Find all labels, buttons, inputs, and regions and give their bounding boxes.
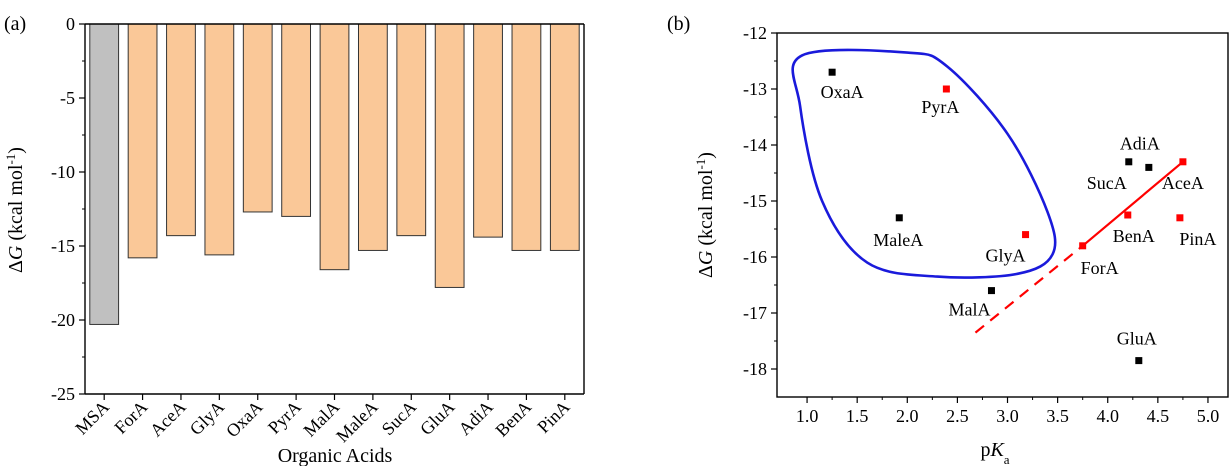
x-tick-label: SucA	[378, 397, 420, 439]
bar-suca	[396, 23, 427, 237]
y-tick-label: -10	[51, 162, 75, 182]
y-tick-label: -20	[51, 310, 75, 330]
point-suca	[1125, 158, 1133, 166]
x-tick-label: 3.0	[996, 406, 1019, 426]
point-label-adia: AdiA	[1120, 133, 1160, 153]
panel-b-y-axis-title: ΔG (kcal mol-1)	[693, 152, 718, 278]
y-tick-label: -14	[743, 135, 767, 155]
x-tick-label: AdiA	[454, 397, 496, 439]
panel-a-y-axis-title: ΔG (kcal mol-1)	[3, 147, 28, 273]
y-tick-label: -12	[743, 23, 767, 43]
point-label-suca: SucA	[1087, 173, 1127, 193]
bar-malea	[357, 23, 388, 251]
y-tick-label: -16	[743, 247, 767, 267]
y-tick-label: -17	[743, 303, 767, 323]
point-mala	[987, 287, 995, 295]
x-tick-label: ForA	[110, 397, 151, 438]
point-label-glya: GlyA	[986, 246, 1026, 266]
panel-b-fit-line-solid	[1081, 160, 1184, 247]
panel-b-scatter-chart: (b) -12 -13 -14 -15 -16 -17 -18 1.0 1.5 2.0 2.5 3.…	[667, 13, 1229, 466]
x-tick-label: 1.5	[846, 406, 869, 426]
y-tick-label: -25	[51, 384, 75, 404]
x-tick-label: 4.5	[1147, 406, 1170, 426]
x-tick-label: BenA	[491, 397, 535, 441]
point-label-oxaa: OxaA	[821, 82, 864, 102]
bar-adia	[473, 23, 503, 238]
point-label-pina: PinA	[1179, 229, 1216, 249]
point-label-pyra: PyrA	[921, 97, 959, 117]
panel-b-plot-frame	[776, 32, 1229, 398]
bar-bena	[511, 23, 542, 251]
x-tick-label: 1.0	[796, 406, 819, 426]
point-acea	[1179, 158, 1187, 166]
point-label-fora: ForA	[1081, 258, 1119, 278]
point-label-acea: AceA	[1162, 173, 1204, 193]
x-tick-label: 2.0	[896, 406, 919, 426]
point-pyra	[942, 85, 950, 93]
bar-fora	[127, 23, 158, 259]
point-glua	[1135, 357, 1143, 365]
bar-glya	[204, 23, 235, 256]
x-tick-label: MaleA	[332, 397, 381, 446]
x-tick-label: OxaA	[222, 397, 267, 442]
x-tick-label: 5.0	[1197, 406, 1220, 426]
x-tick-label: 3.5	[1046, 406, 1069, 426]
point-adia	[1145, 163, 1153, 171]
y-tick-label: -13	[743, 79, 767, 99]
y-tick-label: -5	[60, 88, 75, 108]
bar-oxaa	[242, 23, 273, 213]
bar-pyra	[281, 23, 312, 217]
point-malea	[895, 214, 903, 222]
x-tick-label: PinA	[533, 397, 573, 437]
point-label-glua: GluA	[1117, 329, 1157, 349]
x-tick-label: PyrA	[264, 397, 305, 438]
point-fora	[1079, 242, 1087, 250]
x-tick-label: GlyA	[186, 397, 228, 439]
bar-mala	[319, 23, 350, 271]
y-tick-label: -15	[743, 191, 767, 211]
bar-acea	[166, 23, 196, 237]
x-tick-label: AceA	[146, 397, 190, 441]
point-oxaa	[828, 68, 836, 76]
x-tick-label: MSA	[71, 397, 113, 439]
panel-a-label: (a)	[4, 13, 26, 35]
y-tick-label: 0	[66, 14, 75, 34]
x-tick-label: GluA	[416, 397, 458, 439]
point-label-bena: BenA	[1113, 226, 1155, 246]
bar-pina	[549, 23, 580, 251]
panel-a-bar-chart: (a) 0-5-10-15-20-25 MSAForAAceAGlyAOxaAP…	[3, 13, 585, 466]
panel-b-enclosure-curve	[791, 48, 1057, 279]
point-pina	[1176, 214, 1184, 222]
point-label-mala: MalA	[948, 300, 990, 320]
panel-a-x-axis-title: Organic Acids	[278, 445, 393, 466]
panel-b-x-axis-title: pKa	[980, 439, 1009, 466]
y-tick-label: -18	[743, 359, 767, 379]
x-tick-label: 2.5	[946, 406, 969, 426]
point-label-malea: MaleA	[873, 230, 923, 250]
y-tick-label: -15	[51, 236, 75, 256]
x-tick-label: 4.0	[1096, 406, 1119, 426]
bar-msa	[89, 23, 120, 325]
point-glya	[1022, 231, 1030, 239]
panel-b-label: (b)	[667, 13, 690, 35]
point-bena	[1124, 211, 1132, 219]
bar-glua	[434, 23, 465, 288]
panel-b-fit-line-dashed	[974, 244, 1084, 334]
